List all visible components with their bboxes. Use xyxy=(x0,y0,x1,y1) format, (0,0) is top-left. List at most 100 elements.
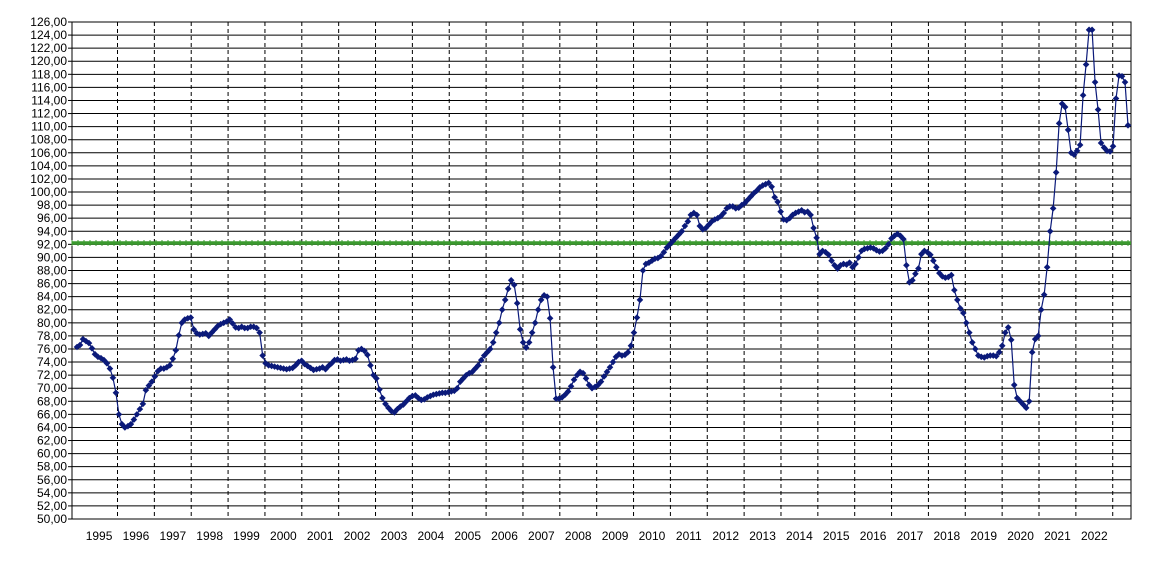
data-point-marker xyxy=(223,318,231,325)
data-point-marker xyxy=(313,365,320,373)
data-point-marker xyxy=(678,227,686,235)
data-point-marker xyxy=(642,260,650,268)
data-point-marker xyxy=(639,267,647,274)
data-point-marker xyxy=(322,365,329,373)
data-point-marker xyxy=(376,386,383,393)
data-point-marker xyxy=(103,360,111,367)
data-point-marker xyxy=(513,299,521,307)
data-point-marker xyxy=(903,261,910,269)
x-tick-label: 2010 xyxy=(639,529,666,543)
x-tick-label: 1996 xyxy=(123,529,150,543)
data-point-marker xyxy=(579,369,587,377)
data-point-marker xyxy=(190,326,198,333)
x-tick-label: 2013 xyxy=(749,529,776,543)
data-point-marker xyxy=(927,251,934,259)
data-point-marker xyxy=(295,358,302,366)
data-point-marker xyxy=(995,348,1003,356)
data-point-marker xyxy=(1061,103,1069,111)
data-point-marker xyxy=(855,254,862,261)
data-point-marker xyxy=(187,314,195,321)
x-tick-label: 2017 xyxy=(897,529,924,543)
data-point-marker xyxy=(495,319,503,327)
data-point-marker xyxy=(909,277,916,284)
y-tick-label: 66,00 xyxy=(37,407,67,421)
vertical-gridlines xyxy=(117,22,1114,519)
data-point-marker xyxy=(609,358,617,366)
data-point-marker xyxy=(1073,147,1081,155)
y-tick-label: 104,00 xyxy=(30,159,67,173)
x-tick-label: 2005 xyxy=(454,529,481,543)
data-point-marker xyxy=(283,365,290,373)
y-tick-label: 112,00 xyxy=(31,107,67,121)
data-point-marker xyxy=(525,339,533,346)
data-point-marker xyxy=(882,244,889,252)
data-point-marker xyxy=(328,360,335,367)
data-point-marker xyxy=(1124,122,1132,129)
data-point-marker xyxy=(459,375,467,382)
x-tick-label: 1997 xyxy=(159,529,186,543)
data-point-marker xyxy=(510,281,518,289)
plot-area-border xyxy=(71,21,1132,520)
data-point-marker xyxy=(765,179,772,187)
data-point-marker xyxy=(286,365,293,372)
data-point-marker xyxy=(564,388,572,395)
y-tick-label: 76,00 xyxy=(37,342,67,356)
x-tick-label: 2011 xyxy=(676,529,702,543)
y-tick-label: 120,00 xyxy=(30,54,67,68)
data-point-marker xyxy=(519,339,527,346)
data-point-marker xyxy=(1001,329,1009,336)
data-point-marker xyxy=(912,270,919,278)
data-point-marker xyxy=(205,332,213,340)
data-point-marker xyxy=(1121,78,1129,86)
data-point-marker xyxy=(82,337,90,345)
data-point-marker xyxy=(1013,394,1021,402)
data-point-marker xyxy=(181,316,189,323)
data-point-marker xyxy=(930,257,937,264)
data-point-marker xyxy=(603,368,611,376)
data-point-marker xyxy=(498,306,506,314)
data-point-marker xyxy=(471,365,479,372)
data-point-marker xyxy=(85,339,93,347)
data-point-marker xyxy=(567,382,575,390)
x-tick-label: 2002 xyxy=(344,529,371,543)
data-point-marker xyxy=(1022,404,1030,412)
y-tick-label: 124,00 xyxy=(30,28,67,42)
data-point-marker xyxy=(259,352,266,359)
x-tick-label: 1995 xyxy=(86,529,113,543)
x-tick-label: 2006 xyxy=(491,529,518,543)
data-point-marker xyxy=(825,251,832,259)
data-point-marker xyxy=(406,394,413,402)
data-point-marker xyxy=(852,260,859,268)
data-point-marker xyxy=(582,375,590,382)
x-tick-label: 1998 xyxy=(196,529,223,543)
data-point-marker xyxy=(597,378,605,385)
data-point-marker xyxy=(744,196,752,204)
data-point-marker xyxy=(163,363,171,371)
data-point-marker xyxy=(1052,169,1060,176)
data-point-marker xyxy=(421,396,428,403)
data-point-marker xyxy=(1088,26,1096,34)
data-point-marker xyxy=(951,286,958,294)
data-point-marker xyxy=(136,405,144,413)
data-point-marker xyxy=(115,411,123,418)
data-point-marker xyxy=(522,344,530,351)
y-tick-label: 52,00 xyxy=(37,499,67,513)
data-point-marker xyxy=(753,187,761,195)
data-point-marker xyxy=(1034,332,1042,340)
y-axis-tick-labels: 50,0052,0054,0056,0058,0060,0062,0064,00… xyxy=(30,15,67,526)
data-point-marker xyxy=(528,329,536,336)
data-point-marker xyxy=(531,319,539,327)
data-point-marker xyxy=(343,356,350,363)
data-point-marker xyxy=(94,353,102,361)
x-tick-label: 2012 xyxy=(712,529,739,543)
data-point-marker xyxy=(546,314,554,322)
data-point-marker xyxy=(220,319,228,327)
data-point-marker xyxy=(684,218,692,225)
y-tick-label: 98,00 xyxy=(37,198,67,212)
data-point-marker xyxy=(1064,126,1072,134)
data-point-marker xyxy=(397,403,404,410)
data-point-marker xyxy=(1112,95,1120,102)
data-point-marker xyxy=(1046,227,1054,235)
data-point-marker xyxy=(382,400,389,408)
y-tick-label: 92,00 xyxy=(37,237,67,251)
